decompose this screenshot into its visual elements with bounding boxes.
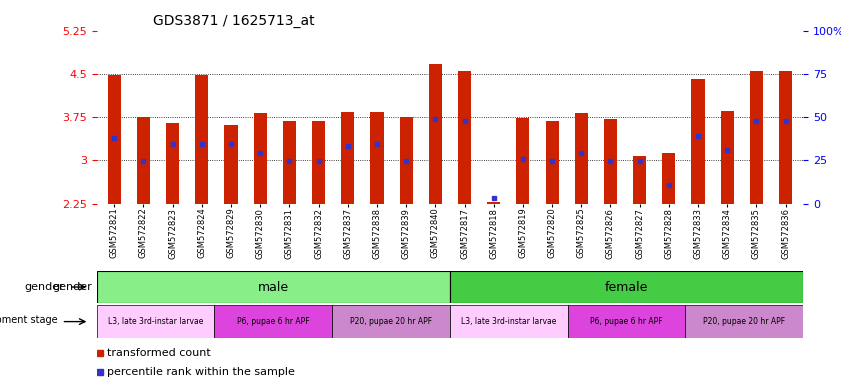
Text: gender: gender	[53, 282, 93, 292]
Text: transformed count: transformed count	[108, 348, 211, 358]
Bar	[633, 156, 646, 204]
Bar	[341, 112, 354, 204]
Bar	[137, 117, 150, 204]
Text: P20, pupae 20 hr APF: P20, pupae 20 hr APF	[350, 317, 432, 326]
Bar	[225, 124, 237, 204]
Text: P6, pupae 6 hr APF: P6, pupae 6 hr APF	[237, 317, 309, 326]
Bar	[370, 112, 383, 204]
Bar	[685, 305, 803, 338]
Bar	[546, 121, 558, 204]
Text: GDS3871 / 1625713_at: GDS3871 / 1625713_at	[153, 14, 315, 28]
Bar	[312, 121, 325, 204]
Bar	[166, 123, 179, 204]
Text: male: male	[257, 281, 289, 293]
Text: gender: gender	[24, 282, 64, 292]
Bar	[450, 271, 803, 303]
Text: L3, late 3rd-instar larvae: L3, late 3rd-instar larvae	[108, 317, 204, 326]
Text: P20, pupae 20 hr APF: P20, pupae 20 hr APF	[703, 317, 785, 326]
Bar	[399, 117, 413, 204]
Text: female: female	[605, 281, 648, 293]
Bar	[779, 71, 792, 204]
Bar	[450, 305, 568, 338]
Text: P6, pupae 6 hr APF: P6, pupae 6 hr APF	[590, 317, 663, 326]
Bar	[750, 71, 763, 204]
Bar	[332, 305, 450, 338]
Bar	[108, 75, 121, 204]
Bar	[429, 64, 442, 204]
Bar	[254, 113, 267, 204]
Bar	[195, 75, 209, 204]
Bar	[487, 202, 500, 204]
Bar	[516, 118, 530, 204]
Bar	[568, 305, 685, 338]
Bar	[458, 71, 471, 204]
Bar	[574, 113, 588, 204]
Bar	[604, 119, 617, 204]
Text: development stage: development stage	[0, 315, 58, 325]
Text: percentile rank within the sample: percentile rank within the sample	[108, 367, 295, 377]
Bar	[283, 121, 296, 204]
Bar	[663, 153, 675, 204]
Text: L3, late 3rd-instar larvae: L3, late 3rd-instar larvae	[461, 317, 557, 326]
Bar	[97, 271, 450, 303]
Bar	[691, 79, 705, 204]
Bar	[214, 305, 332, 338]
Bar	[721, 111, 734, 204]
Bar	[97, 305, 214, 338]
